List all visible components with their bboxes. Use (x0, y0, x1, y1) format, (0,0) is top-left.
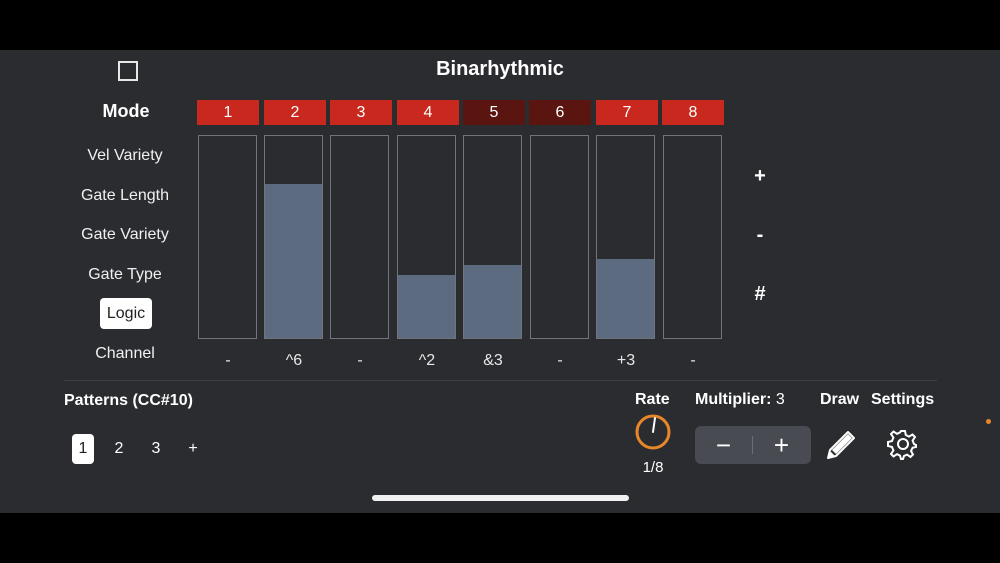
multiplier-increase-button[interactable]: + (773, 430, 790, 460)
stepper-separator (752, 436, 753, 454)
step-slider-fill (597, 259, 654, 338)
step-slider[interactable] (530, 135, 589, 339)
multiplier-decrease-button[interactable]: − (715, 430, 732, 460)
step-slider[interactable] (463, 135, 522, 339)
divider (64, 380, 937, 381)
patterns-label: Patterns (CC#10) (64, 392, 193, 409)
multiplier-value: 3 (775, 391, 785, 408)
numeric-button[interactable]: # (754, 283, 766, 305)
step-value: - (357, 352, 363, 369)
rate-knob[interactable] (634, 413, 672, 451)
param-logic[interactable]: Logic (100, 298, 152, 329)
multiplier-header: Multiplier: 3 (695, 391, 785, 409)
step-slider-fill (398, 275, 455, 338)
increment-button[interactable]: + (754, 165, 766, 187)
param-gate-variety[interactable]: Gate Variety (81, 226, 169, 243)
decrement-button[interactable]: - (756, 224, 764, 246)
param-channel[interactable]: Channel (95, 345, 155, 362)
param-gate-type[interactable]: Gate Type (88, 266, 162, 283)
mode-label: Mode (102, 101, 150, 121)
app-window: Binarhythmic Mode 1 2 3 4 5 6 7 8 Vel Va… (0, 50, 1000, 513)
gear-icon[interactable] (887, 428, 919, 460)
step-tab[interactable]: 8 (662, 100, 724, 125)
step-slider[interactable] (596, 135, 655, 339)
page-title: Binarhythmic (436, 58, 564, 80)
step-value: - (225, 352, 231, 369)
pattern-item[interactable]: 2 (114, 440, 124, 457)
param-gate-length[interactable]: Gate Length (80, 187, 170, 204)
step-value: ^2 (418, 352, 436, 369)
step-slider-fill (265, 184, 322, 338)
step-tab[interactable]: 7 (596, 100, 658, 125)
pattern-item[interactable]: 3 (151, 440, 161, 457)
step-tab[interactable]: 2 (264, 100, 326, 125)
add-pattern-button[interactable]: + (188, 440, 198, 457)
pattern-item[interactable]: 1 (72, 434, 94, 464)
step-value: ^6 (285, 352, 303, 369)
step-tab[interactable]: 5 (463, 100, 525, 125)
step-value: &3 (483, 352, 503, 369)
step-slider[interactable] (198, 135, 257, 339)
select-all-checkbox[interactable] (118, 61, 138, 81)
step-tab[interactable]: 4 (397, 100, 459, 125)
step-slider[interactable] (264, 135, 323, 339)
step-tab[interactable]: 6 (529, 100, 591, 125)
rate-label: Rate (635, 391, 670, 408)
multiplier-stepper: − + (695, 426, 811, 464)
multiplier-label: Multiplier: (695, 391, 772, 408)
pencil-icon[interactable] (824, 428, 858, 462)
step-value: +3 (616, 352, 636, 369)
home-indicator[interactable] (372, 495, 629, 501)
param-vel-variety[interactable]: Vel Variety (87, 147, 163, 164)
settings-label: Settings (871, 391, 935, 408)
step-slider[interactable] (663, 135, 722, 339)
step-slider[interactable] (330, 135, 389, 339)
step-slider[interactable] (397, 135, 456, 339)
step-value: - (557, 352, 563, 369)
step-slider-fill (464, 265, 521, 338)
step-tab[interactable]: 1 (197, 100, 259, 125)
draw-label: Draw (820, 391, 860, 408)
rate-value: 1/8 (642, 459, 664, 476)
status-dot (986, 419, 991, 424)
step-tab[interactable]: 3 (330, 100, 392, 125)
step-value: - (690, 352, 696, 369)
